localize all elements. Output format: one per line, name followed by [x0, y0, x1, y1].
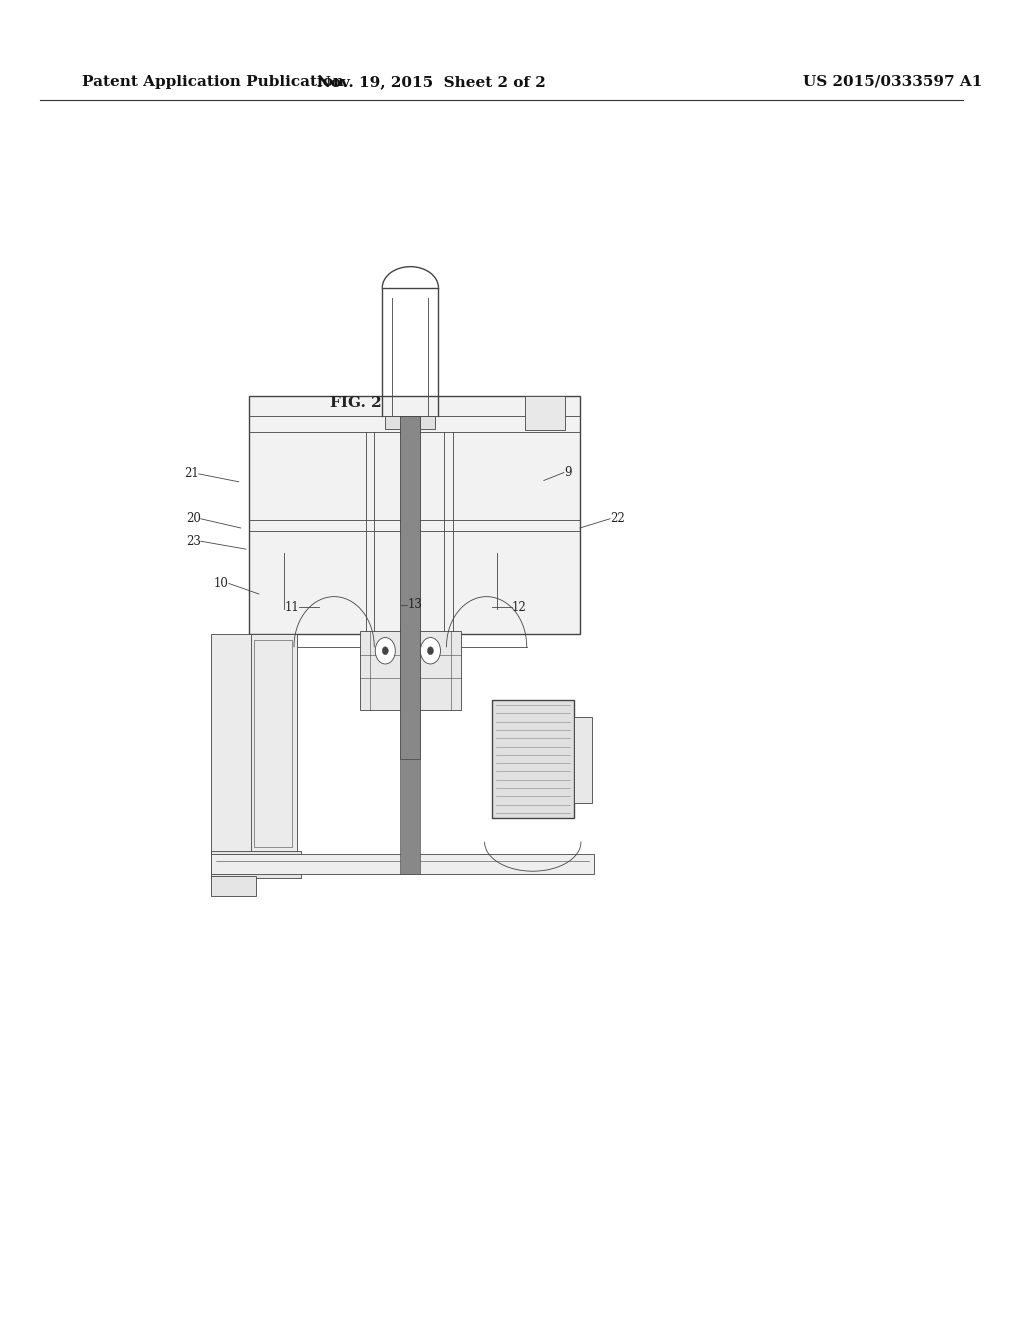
Bar — [249, 396, 580, 634]
Text: 10: 10 — [214, 577, 228, 590]
Text: 12: 12 — [512, 601, 526, 614]
Bar — [524, 396, 565, 430]
Text: 13: 13 — [408, 598, 422, 611]
Circle shape — [382, 647, 388, 655]
Text: Nov. 19, 2015  Sheet 2 of 2: Nov. 19, 2015 Sheet 2 of 2 — [317, 75, 546, 88]
Bar — [211, 634, 251, 854]
Bar — [249, 634, 297, 854]
Bar — [492, 700, 573, 818]
Text: 11: 11 — [285, 601, 299, 614]
Bar — [400, 759, 421, 874]
Text: 9: 9 — [564, 466, 571, 479]
Text: US 2015/0333597 A1: US 2015/0333597 A1 — [803, 75, 982, 88]
Bar — [211, 854, 594, 874]
Bar — [211, 851, 301, 878]
Text: 22: 22 — [610, 512, 625, 525]
Circle shape — [375, 638, 395, 664]
Text: FIG. 2: FIG. 2 — [331, 396, 382, 409]
Text: 21: 21 — [184, 467, 199, 480]
Circle shape — [421, 638, 440, 664]
Text: 23: 23 — [185, 535, 201, 548]
Text: 20: 20 — [185, 512, 201, 525]
Bar — [385, 416, 435, 429]
Bar — [400, 416, 421, 759]
Circle shape — [427, 647, 433, 655]
Text: Patent Application Publication: Patent Application Publication — [82, 75, 344, 88]
Bar — [360, 631, 461, 710]
Bar — [573, 717, 592, 803]
Bar — [211, 876, 256, 896]
Bar — [254, 640, 292, 847]
